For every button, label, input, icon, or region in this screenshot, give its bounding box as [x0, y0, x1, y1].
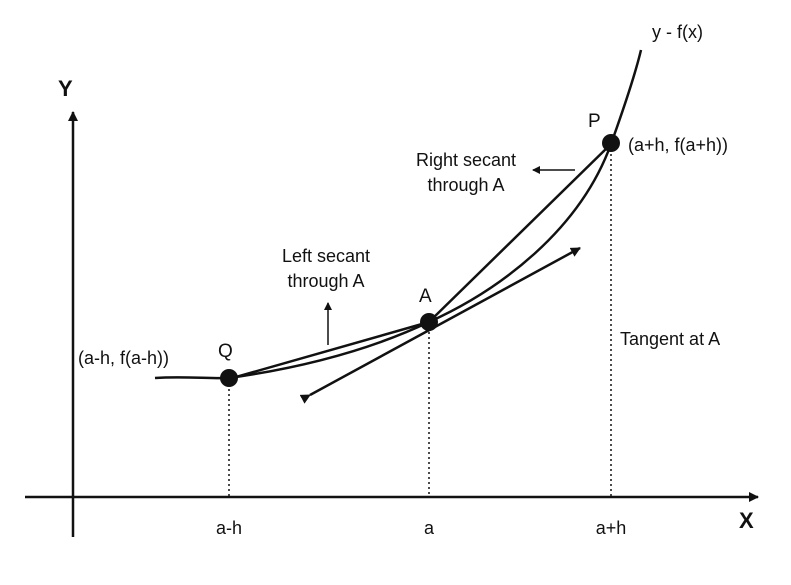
point-q-coords: (a-h, f(a-h)): [78, 348, 169, 368]
point-q: [220, 369, 238, 387]
left-secant-line: [228, 320, 430, 381]
left-secant-label-line2: through A: [287, 271, 364, 291]
function-curve: [154, 49, 643, 380]
tangent-line: [299, 246, 581, 404]
tick-label-a-plus-h: a+h: [596, 518, 627, 538]
point-q-label: Q: [218, 341, 233, 362]
y-axis-label: Y: [58, 76, 73, 101]
point-p-coords: (a+h, f(a+h)): [628, 135, 728, 155]
x-axis-label: X: [739, 508, 754, 533]
tangent-label: Tangent at A: [620, 329, 720, 349]
left-secant-label-line1: Left secant: [282, 246, 370, 266]
right-secant-line: [428, 143, 612, 323]
tick-label-a: a: [424, 518, 435, 538]
right-secant-label-line1: Right secant: [416, 150, 516, 170]
tick-label-a-minus-h: a-h: [216, 518, 242, 538]
point-p: [602, 134, 620, 152]
point-p-label: P: [588, 111, 601, 132]
curve-label: y - f(x): [652, 22, 703, 42]
point-a: [420, 313, 438, 331]
right-secant-label-line2: through A: [427, 175, 504, 195]
point-a-label: A: [419, 286, 432, 307]
